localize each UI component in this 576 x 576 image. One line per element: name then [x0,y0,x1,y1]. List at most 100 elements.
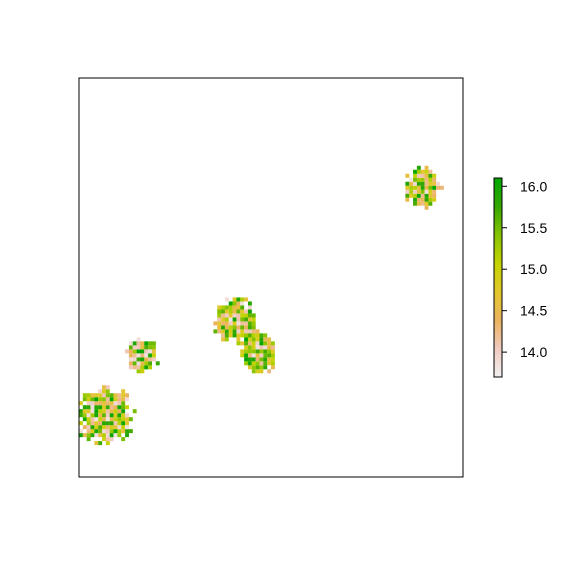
raster-cell [255,361,260,366]
colorbar-segment [494,325,502,328]
colorbar-segment [494,321,502,324]
raster-cell [247,329,252,334]
colorbar-segment [494,267,502,270]
raster-cell [224,337,229,342]
raster-cell [86,405,91,410]
colorbar-segment [494,329,502,332]
raster-cell [121,409,126,414]
raster-cell [113,409,118,414]
colorbar-segment [494,361,502,364]
raster-cell [240,341,245,346]
raster-cell [102,409,106,414]
raster-cell [113,433,118,438]
raster-cell [416,165,421,170]
raster-cell [413,181,417,186]
raster-cell [420,173,425,178]
raster-cell [247,325,252,330]
colorbar-segment [494,178,502,181]
raster-cell [259,341,264,346]
raster-cell [416,181,421,186]
colorbar-segment [494,343,502,346]
colorbar-segment [494,311,502,314]
raster-cell [428,181,433,186]
colorbar-segment [494,201,502,205]
colorbar-segment [494,323,502,326]
raster-cell [98,401,103,406]
raster-cell [155,361,160,366]
raster-cell [240,313,245,318]
colorbar-segment [494,317,502,320]
raster-cell [221,325,225,330]
colorbar-segment [494,273,502,276]
raster-cell [102,429,106,434]
raster-cell [105,437,110,442]
colorbar-tick-label: 15.0 [520,261,547,277]
raster-cell [98,393,103,398]
raster-cell [121,413,126,418]
raster-cell [79,409,83,414]
raster-cell [86,425,91,430]
raster-cell [121,393,126,398]
raster-cell [109,401,114,406]
raster-cell [79,429,83,434]
raster-cell [90,417,95,422]
raster-cell [90,433,95,438]
colorbar-segment [494,373,502,376]
raster-cell [267,353,272,358]
colorbar-segment [494,241,502,244]
colorbar-segment [494,209,502,213]
raster-cell [224,321,229,326]
colorbar-segment [494,259,502,262]
raster-cell [105,385,110,390]
raster-cell [121,397,126,402]
colorbar-segment [494,193,502,197]
colorbar-segment [494,289,502,292]
raster-cell [125,425,129,430]
raster-cell [267,337,272,342]
raster-cell [251,357,256,362]
raster-cell [244,329,249,334]
colorbar-segment [494,223,502,227]
raster-cell [259,337,264,342]
raster-cell [224,329,229,334]
raster-cell [221,321,225,326]
raster-cell [263,353,268,358]
raster-cell [94,401,99,406]
raster-cell [128,349,133,354]
colorbar-segment [494,359,502,362]
colorbar-segment [494,211,502,215]
raster-cell [232,321,237,326]
raster-cell [121,389,126,394]
raster-cell [409,193,414,198]
raster-cell [436,181,441,186]
raster-cell [413,173,417,178]
colorbar-segment [494,251,502,254]
raster-cell [86,397,91,402]
raster-cell [236,321,241,326]
raster-cell [413,193,417,198]
raster-cell [244,349,249,354]
raster-cell [140,353,145,358]
raster-cell [221,317,225,322]
raster-cell [105,421,110,426]
raster-cell [247,353,252,358]
raster-cell [86,417,91,422]
raster-cell [121,425,126,430]
raster-cluster [405,165,444,210]
raster-cell [432,181,437,186]
raster-cell [144,345,149,350]
raster-cell [244,317,249,322]
raster-cell [113,425,118,430]
colorbar-segment [494,179,502,183]
colorbar-segment [494,375,502,378]
raster-cell [90,413,95,418]
raster-cell [271,357,275,362]
colorbar-segment [494,195,502,199]
raster-cell [416,169,421,174]
raster-cell [140,357,145,362]
raster-cell [420,185,425,190]
raster-cell [109,413,114,418]
raster-cell [121,405,126,410]
raster-cell [413,197,417,202]
raster-cell [251,349,256,354]
